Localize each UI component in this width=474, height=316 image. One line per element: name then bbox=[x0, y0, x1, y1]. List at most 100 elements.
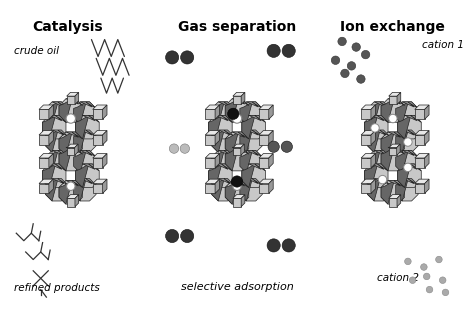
Polygon shape bbox=[381, 99, 405, 122]
Polygon shape bbox=[67, 92, 79, 96]
Polygon shape bbox=[205, 109, 215, 119]
Polygon shape bbox=[415, 135, 425, 145]
Polygon shape bbox=[246, 130, 262, 137]
Polygon shape bbox=[205, 131, 219, 135]
Polygon shape bbox=[381, 99, 394, 122]
Polygon shape bbox=[425, 105, 429, 119]
Polygon shape bbox=[398, 116, 411, 139]
Polygon shape bbox=[59, 99, 82, 122]
Polygon shape bbox=[402, 130, 418, 137]
Circle shape bbox=[423, 273, 430, 280]
Polygon shape bbox=[371, 131, 375, 145]
Text: Ion exchange: Ion exchange bbox=[340, 20, 445, 34]
Polygon shape bbox=[388, 99, 405, 106]
Polygon shape bbox=[240, 179, 262, 201]
Polygon shape bbox=[396, 102, 418, 124]
Polygon shape bbox=[39, 105, 53, 109]
Polygon shape bbox=[73, 102, 86, 124]
Polygon shape bbox=[232, 147, 249, 154]
Circle shape bbox=[410, 277, 416, 283]
Polygon shape bbox=[381, 132, 405, 155]
Polygon shape bbox=[242, 115, 265, 139]
Polygon shape bbox=[259, 184, 269, 193]
Circle shape bbox=[282, 239, 295, 252]
Polygon shape bbox=[74, 144, 78, 155]
Polygon shape bbox=[82, 115, 99, 122]
Circle shape bbox=[436, 256, 442, 263]
Polygon shape bbox=[212, 130, 224, 152]
Polygon shape bbox=[233, 198, 241, 207]
Polygon shape bbox=[402, 179, 418, 185]
Polygon shape bbox=[49, 179, 53, 193]
Polygon shape bbox=[52, 179, 68, 185]
Polygon shape bbox=[425, 154, 429, 168]
Polygon shape bbox=[212, 102, 224, 124]
Polygon shape bbox=[73, 130, 86, 152]
Circle shape bbox=[267, 44, 280, 58]
Polygon shape bbox=[215, 179, 219, 193]
Polygon shape bbox=[67, 195, 79, 198]
Polygon shape bbox=[73, 179, 86, 201]
Circle shape bbox=[281, 141, 292, 152]
Polygon shape bbox=[52, 150, 68, 157]
Polygon shape bbox=[59, 132, 72, 155]
Polygon shape bbox=[233, 195, 245, 198]
Polygon shape bbox=[225, 99, 249, 122]
Polygon shape bbox=[259, 135, 269, 145]
Circle shape bbox=[169, 144, 179, 153]
Polygon shape bbox=[371, 154, 375, 168]
Polygon shape bbox=[381, 180, 405, 204]
Polygon shape bbox=[209, 115, 232, 139]
Polygon shape bbox=[209, 116, 222, 139]
Polygon shape bbox=[49, 154, 53, 168]
Polygon shape bbox=[209, 164, 222, 187]
Polygon shape bbox=[59, 180, 82, 204]
Polygon shape bbox=[39, 184, 49, 193]
Polygon shape bbox=[67, 144, 78, 148]
Polygon shape bbox=[46, 130, 58, 152]
Polygon shape bbox=[402, 102, 418, 108]
Text: crude oil: crude oil bbox=[14, 46, 59, 56]
Polygon shape bbox=[381, 132, 394, 155]
Polygon shape bbox=[240, 179, 252, 201]
Polygon shape bbox=[80, 130, 96, 137]
Polygon shape bbox=[374, 150, 390, 157]
Polygon shape bbox=[397, 92, 401, 105]
Polygon shape bbox=[361, 135, 371, 145]
Polygon shape bbox=[215, 105, 219, 119]
Polygon shape bbox=[205, 135, 215, 145]
Polygon shape bbox=[367, 151, 380, 173]
Polygon shape bbox=[205, 154, 219, 158]
Text: cation 1: cation 1 bbox=[422, 40, 464, 50]
Polygon shape bbox=[259, 131, 273, 135]
Polygon shape bbox=[249, 164, 265, 171]
Polygon shape bbox=[39, 109, 49, 119]
Polygon shape bbox=[246, 150, 262, 157]
Polygon shape bbox=[52, 130, 68, 137]
Polygon shape bbox=[66, 132, 82, 139]
Polygon shape bbox=[225, 132, 238, 155]
Polygon shape bbox=[46, 130, 68, 152]
Polygon shape bbox=[82, 164, 99, 171]
Polygon shape bbox=[396, 151, 408, 173]
Polygon shape bbox=[39, 131, 53, 135]
Polygon shape bbox=[93, 135, 102, 145]
Circle shape bbox=[165, 51, 179, 64]
Polygon shape bbox=[240, 130, 252, 152]
Polygon shape bbox=[215, 131, 219, 145]
Polygon shape bbox=[397, 144, 400, 155]
Polygon shape bbox=[205, 184, 215, 193]
Polygon shape bbox=[361, 179, 375, 184]
Polygon shape bbox=[225, 148, 238, 171]
Polygon shape bbox=[242, 116, 255, 139]
Polygon shape bbox=[240, 102, 262, 124]
Polygon shape bbox=[102, 179, 107, 193]
Polygon shape bbox=[73, 151, 86, 173]
Polygon shape bbox=[381, 148, 394, 171]
Polygon shape bbox=[374, 130, 390, 137]
Polygon shape bbox=[269, 154, 273, 168]
Polygon shape bbox=[76, 164, 99, 187]
Polygon shape bbox=[367, 102, 390, 124]
Polygon shape bbox=[396, 102, 408, 124]
Polygon shape bbox=[241, 144, 244, 155]
